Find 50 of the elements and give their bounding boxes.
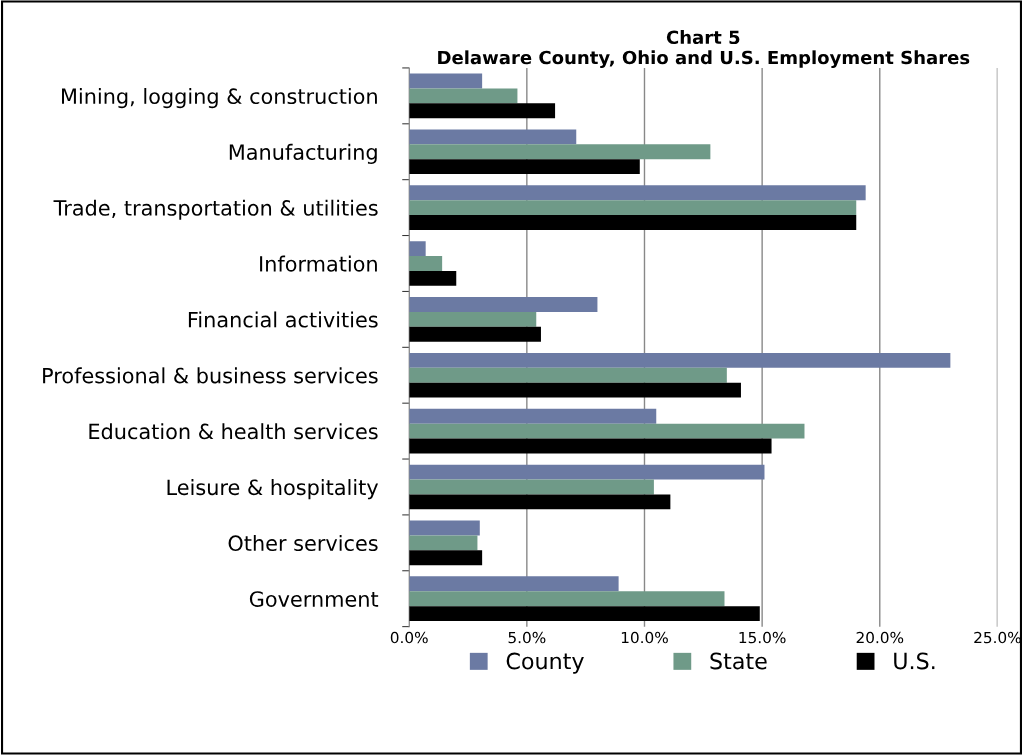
x-tick-label: 5.0% [508, 631, 546, 644]
bar [409, 535, 478, 551]
bar [409, 591, 725, 607]
bar [409, 520, 480, 536]
bar [409, 326, 541, 342]
bar [409, 382, 741, 398]
bar [409, 73, 483, 89]
bar [409, 256, 443, 271]
bar [409, 423, 805, 439]
y-tick-label: Government [249, 591, 379, 607]
bar [409, 185, 866, 201]
bar [409, 103, 556, 119]
bar [409, 159, 640, 175]
y-tick-label: Other services [228, 534, 378, 552]
x-tick-label: 15.0% [739, 631, 786, 644]
legend-label: State [710, 652, 767, 670]
bar [409, 408, 657, 424]
bar [409, 200, 857, 216]
bar [409, 367, 727, 383]
bar [409, 297, 598, 312]
bar [409, 352, 951, 368]
bar [409, 576, 619, 592]
bar [409, 479, 654, 495]
y-tick-label: Education & health services [89, 423, 378, 440]
x-tick-label: 10.0% [621, 631, 668, 644]
y-tick-label: Information [260, 255, 377, 272]
y-tick-label: Financial activities [188, 311, 378, 328]
bar [409, 241, 426, 257]
bar [409, 144, 711, 160]
x-tick-label: 25.0% [974, 631, 1021, 644]
legend-label: County [506, 652, 584, 674]
bar [409, 606, 760, 622]
bar [409, 88, 518, 104]
y-tick-label: Leisure & hospitality [167, 479, 379, 500]
y-tick-label: Trade, transportation & utilities [53, 199, 378, 220]
bar [409, 438, 772, 454]
x-tick-label: 0.0% [390, 631, 428, 644]
bar [409, 215, 857, 230]
x-tick-label: 20.0% [856, 631, 904, 644]
y-tick-label: Professional & business services [43, 367, 378, 384]
y-tick-label: Mining, logging & construction [62, 87, 377, 109]
bar [409, 270, 457, 286]
bar [409, 311, 537, 327]
bar [409, 464, 765, 480]
chart-title: Chart 5 Delaware County, Ohio and U.S. Employment Shares [438, 30, 970, 68]
legend-label: U.S. [894, 652, 935, 670]
y-tick-label: Manufacturing [229, 143, 377, 164]
bar [409, 129, 577, 145]
bar [409, 494, 671, 510]
bar [409, 550, 483, 566]
